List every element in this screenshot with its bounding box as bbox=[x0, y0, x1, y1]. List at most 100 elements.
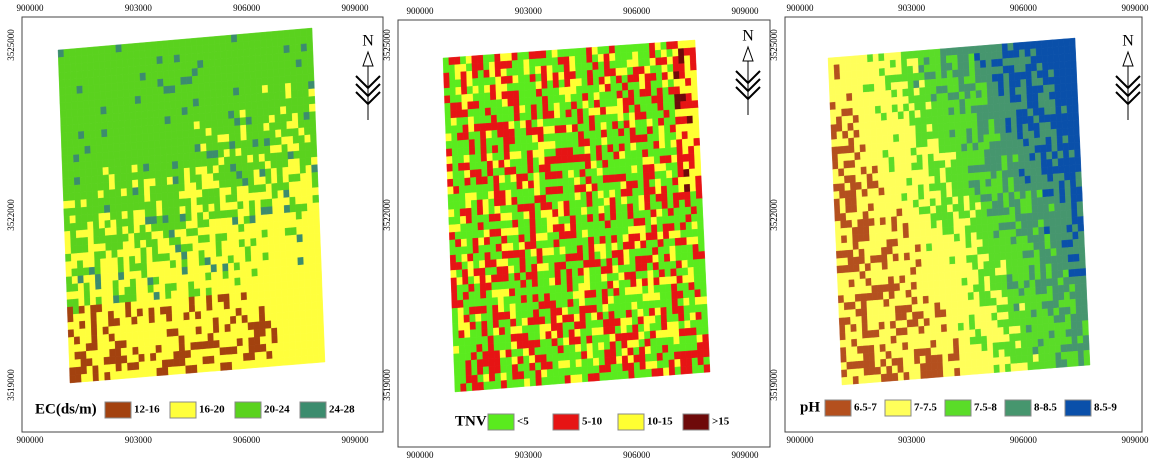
raster-cell bbox=[112, 287, 120, 297]
raster-cell bbox=[309, 118, 317, 128]
raster-cell bbox=[874, 217, 881, 226]
raster-cell bbox=[601, 273, 608, 283]
raster-cell bbox=[681, 138, 689, 148]
raster-cell bbox=[911, 304, 919, 313]
raster-cell bbox=[153, 139, 161, 149]
raster-cell bbox=[941, 331, 948, 340]
raster-cell bbox=[683, 183, 691, 193]
raster-cell bbox=[902, 222, 910, 232]
raster-cell bbox=[563, 215, 571, 225]
raster-cell bbox=[670, 147, 678, 156]
raster-cell bbox=[580, 55, 588, 64]
raster-cell bbox=[609, 189, 616, 199]
raster-cell bbox=[564, 238, 572, 247]
raster-cell bbox=[659, 147, 666, 157]
raster-cell bbox=[858, 248, 865, 258]
raster-cell bbox=[207, 188, 215, 197]
raster-cell bbox=[889, 52, 896, 61]
raster-cell bbox=[282, 159, 289, 168]
raster-cell bbox=[901, 73, 909, 83]
raster-cell bbox=[199, 128, 207, 137]
raster-cell bbox=[599, 99, 607, 108]
raster-cell bbox=[529, 73, 537, 83]
raster-cell bbox=[561, 299, 569, 308]
raster-cell bbox=[642, 164, 650, 173]
raster-cell bbox=[490, 266, 498, 276]
raster-cell bbox=[643, 194, 651, 204]
raster-cell bbox=[486, 320, 494, 329]
raster-cell bbox=[693, 259, 700, 268]
raster-cell bbox=[894, 156, 901, 165]
raster-cell bbox=[81, 62, 88, 71]
raster-cell bbox=[917, 303, 924, 312]
raster-cell bbox=[890, 67, 897, 76]
raster-cell bbox=[840, 100, 848, 110]
raster-cell bbox=[298, 127, 305, 137]
raster-cell bbox=[480, 145, 488, 155]
raster-cell bbox=[224, 331, 232, 341]
raster-cell bbox=[252, 138, 259, 148]
raster-cell bbox=[846, 107, 854, 117]
raster-cell bbox=[910, 140, 917, 149]
raster-cell bbox=[104, 52, 111, 62]
raster-cell bbox=[235, 315, 243, 324]
raster-cell bbox=[485, 115, 492, 124]
raster-cell bbox=[525, 119, 533, 129]
raster-cell bbox=[193, 280, 201, 290]
raster-cell bbox=[636, 293, 644, 303]
raster-cell bbox=[575, 63, 582, 72]
raster-cell bbox=[550, 315, 558, 324]
raster-cell bbox=[835, 243, 843, 252]
raster-cell bbox=[949, 256, 956, 265]
raster-cell bbox=[165, 153, 173, 163]
raster-cell bbox=[860, 285, 867, 295]
raster-cell bbox=[862, 84, 870, 93]
raster-cell bbox=[918, 333, 926, 342]
raster-cell bbox=[528, 332, 535, 341]
raster-cell bbox=[885, 350, 893, 360]
raster-cell bbox=[641, 126, 648, 136]
raster-cell bbox=[600, 121, 608, 131]
raster-cell bbox=[233, 110, 241, 119]
raster-cell bbox=[475, 328, 483, 338]
raster-cell bbox=[259, 168, 266, 178]
raster-cell bbox=[693, 266, 701, 276]
raster-cell bbox=[502, 273, 510, 283]
raster-cell bbox=[672, 63, 680, 73]
raster-cell bbox=[541, 232, 549, 242]
raster-cell bbox=[280, 113, 287, 123]
raster-cell bbox=[686, 115, 694, 125]
raster-cell bbox=[964, 83, 971, 92]
raster-cell bbox=[526, 302, 534, 311]
raster-cell bbox=[576, 93, 583, 102]
raster-cell bbox=[449, 79, 456, 89]
raster-cell bbox=[505, 52, 513, 62]
raster-cell bbox=[277, 53, 285, 62]
raster-cell bbox=[271, 38, 279, 47]
raster-cell bbox=[473, 115, 481, 125]
raster-cell bbox=[499, 197, 507, 207]
raster-cell bbox=[68, 359, 76, 369]
raster-cell bbox=[600, 129, 608, 138]
raster-cell bbox=[486, 297, 493, 307]
raster-cell bbox=[454, 56, 461, 66]
raster-cell bbox=[261, 84, 269, 94]
raster-cell bbox=[129, 278, 137, 288]
raster-cell bbox=[940, 324, 948, 333]
raster-cell bbox=[849, 167, 856, 176]
raster-cell bbox=[587, 77, 594, 86]
raster-cell bbox=[254, 344, 261, 353]
raster-cell bbox=[838, 56, 846, 65]
raster-cell bbox=[142, 315, 150, 325]
raster-cell bbox=[288, 173, 296, 183]
raster-cell bbox=[86, 46, 94, 56]
raster-cell bbox=[564, 223, 571, 232]
raster-cell bbox=[914, 370, 922, 380]
raster-cell bbox=[669, 109, 676, 118]
raster-cell bbox=[470, 199, 478, 209]
raster-cell bbox=[863, 225, 870, 235]
raster-cell bbox=[503, 136, 510, 146]
raster-cell bbox=[468, 291, 476, 300]
raster-cell bbox=[187, 106, 194, 116]
raster-cell bbox=[582, 237, 589, 246]
